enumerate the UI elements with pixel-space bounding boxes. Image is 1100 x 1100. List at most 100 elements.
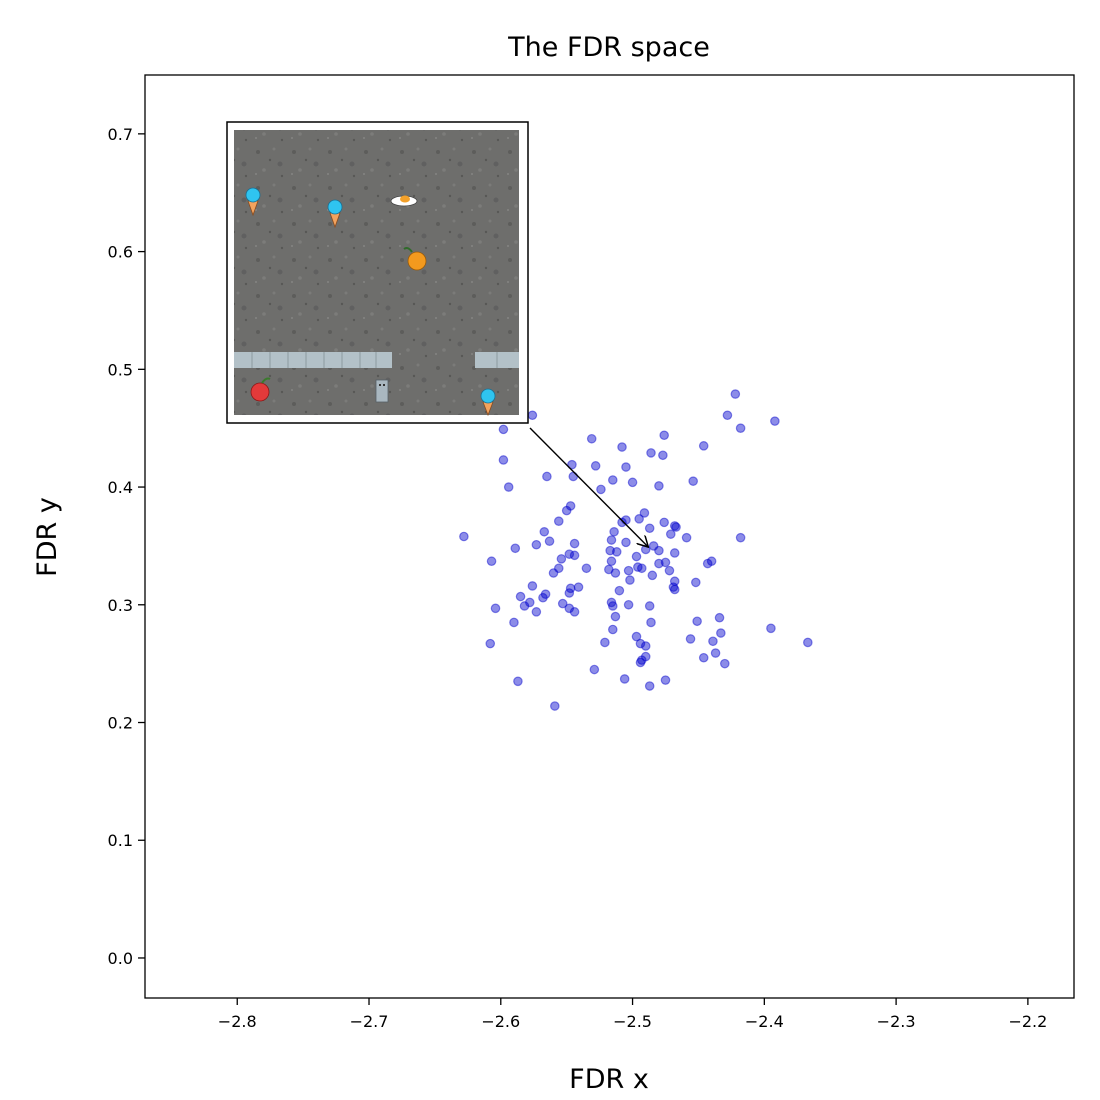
scatter-point [485,638,496,649]
scatter-point [702,558,713,569]
scatter-point [544,536,555,547]
y-tick-label: 0.1 [108,831,133,850]
scatter-point [730,389,741,399]
scatter-point [669,576,680,587]
scatter-point [803,637,813,648]
scatter-point [698,441,709,451]
x-axis-ticks: −2.8 −2.7 −2.6 −2.5 −2.4 −2.3 −2.2 [218,998,1047,1031]
x-tick-label: −2.2 [1008,1012,1047,1031]
x-tick-label: −2.8 [218,1012,257,1031]
x-tick-label: −2.6 [481,1012,520,1031]
scatter-point [633,562,643,572]
ice-cream-icon [480,388,496,417]
scatter-point [590,461,601,471]
scatter-point [490,603,501,614]
scatter-point [659,430,669,441]
scatter-point [606,535,617,545]
scatter-point [531,539,542,550]
apple-icon [250,377,271,402]
scatter-point [646,448,656,458]
scatter-point [527,581,538,591]
scatter-point [531,607,542,617]
scatter-point [513,676,523,687]
scatter-point [688,476,698,486]
fried-egg-icon [390,195,418,207]
scatter-point [556,554,567,564]
scatter-point [636,655,647,665]
scatter-point [660,675,671,685]
y-tick-label: 0.0 [108,949,133,968]
scatter-point [614,585,625,596]
scatter-point [631,551,642,562]
scatter-point [685,634,696,644]
ice-cream-icon [327,199,343,229]
scatter-point [538,592,548,603]
scatter-point [639,508,650,518]
scatter-point [498,424,509,435]
scatter-point [664,565,675,576]
inset-wall-right [475,352,519,368]
x-tick-label: −2.5 [613,1012,652,1031]
orange-icon [403,247,427,271]
scatter-point [567,459,577,470]
scatter-point [691,577,701,588]
scatter-point [635,638,646,649]
scatter-point [631,631,642,642]
player-character-icon [375,379,389,403]
scatter-point [607,475,618,485]
scatter-point [617,517,627,528]
scatter-point [671,522,681,532]
scatter-point [564,603,575,614]
scatter-point [564,588,575,598]
y-axis-title: FDR y [32,497,63,577]
ice-cream-icon [245,187,261,217]
scatter-point [569,538,580,549]
scatter-point [659,517,669,528]
scatter-point [627,477,638,488]
scatter-point [692,616,702,627]
scatter-point [605,545,615,556]
scatter-point [542,471,552,482]
scatter-point [669,584,680,595]
y-tick-label: 0.3 [108,596,133,615]
scatter-point [636,563,647,574]
scatter-point [766,623,776,634]
inset-stone-floor [234,130,519,415]
scatter-point [665,529,676,539]
inset-wall-left [234,352,392,368]
scatter-point [644,681,655,691]
scatter-point [565,501,576,511]
y-tick-label: 0.7 [108,125,133,144]
scatter-point [660,557,671,568]
scatter-point [625,575,635,585]
plot-area-frame [144,74,1075,999]
scatter-point [569,607,580,617]
scatter-point [569,550,580,561]
x-tick-label: −2.3 [877,1012,916,1031]
scatter-point [706,556,717,567]
scatter-point [710,648,721,658]
scatter-point [654,545,664,556]
scatter-point [634,514,644,524]
scatter-point [565,583,576,594]
scatter-point [716,628,726,638]
scatter-point [621,462,631,472]
scatter-point [669,548,680,558]
scatter-point [606,597,617,608]
scatter-point [510,543,521,554]
scatter-point [604,564,614,575]
scatter-point [770,416,780,426]
scatter-point [654,558,664,569]
scatter-point [669,521,680,531]
scatter-point [550,701,560,711]
scatter-point [509,617,519,628]
scatter-point [524,597,535,608]
scatter-point [548,568,559,578]
scatter-point [635,657,646,668]
scatter-point [564,549,575,559]
scatter-point [527,410,538,421]
scatter-point [553,516,564,526]
scatter-point [561,505,572,516]
y-tick-label: 0.6 [108,243,133,262]
scatter-point [610,568,621,578]
